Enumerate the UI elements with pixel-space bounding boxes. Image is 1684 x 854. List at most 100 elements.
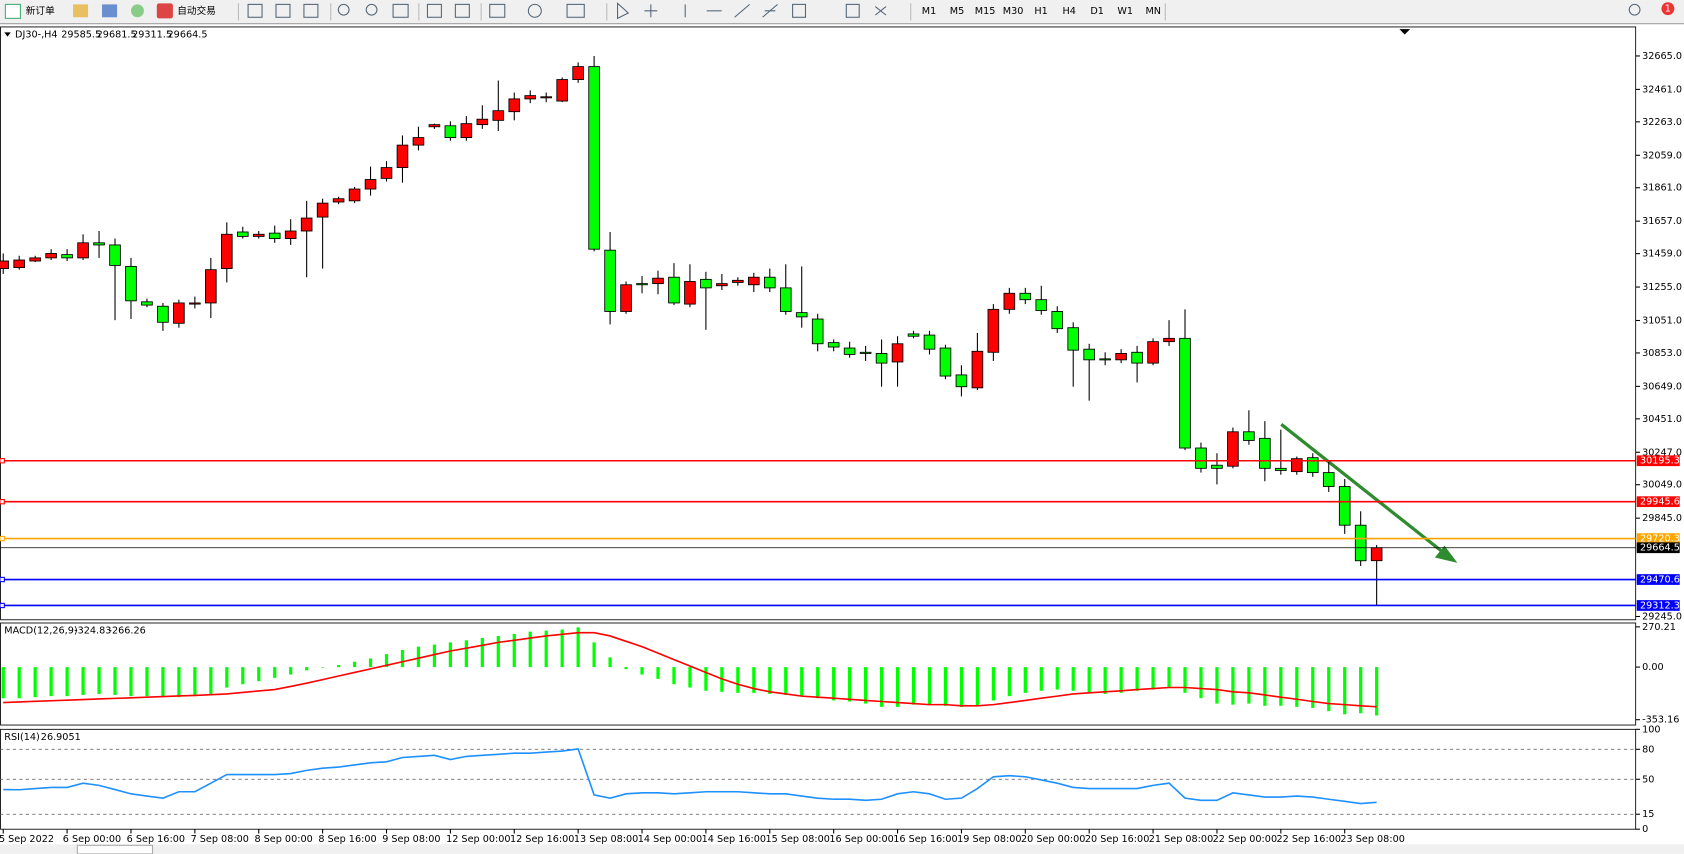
level-handle [0,535,5,542]
macd-bar [1023,667,1027,693]
timeframe-button[interactable]: M1 [922,6,936,17]
bid-tag [1636,542,1680,554]
macd-bar [512,633,516,668]
macd-bar [1199,667,1203,699]
candle-body [1115,353,1127,361]
level-tag [1636,600,1680,611]
macd-bar [640,667,644,675]
macd-bar [177,667,181,698]
macd-bar [384,654,389,668]
timeframe-button[interactable]: M15 [975,6,996,17]
toolbar-separators [237,3,1166,21]
ohlc-label: 29311.5 [132,29,172,40]
timeframe-button[interactable]: M5 [950,6,964,17]
candle-body [348,188,361,202]
level-handle [0,498,5,505]
candle-body [843,347,856,355]
macd-bar [305,667,309,671]
symbol-label: DJ30-,H4 [15,29,58,40]
macd-bar [1135,667,1139,691]
macd-bar [1295,667,1299,707]
tool-icons[interactable] [247,2,1641,20]
macd-bar [544,630,548,668]
timeframe-button[interactable]: MN [1145,6,1161,17]
x-tick-label: 13 Sep 08:00 [574,834,638,845]
macd-bar [624,667,628,670]
macd-bar [257,667,261,682]
level-handle [0,602,5,609]
icon[interactable] [73,4,89,18]
timeframe-button[interactable]: D1 [1090,6,1104,17]
candle-body [923,334,936,350]
x-tick-label: 9 Sep 08:00 [382,834,440,845]
shift-marker [1399,29,1411,35]
x-tick-label: 12 Sep 16:00 [510,834,574,845]
trend-arrow [1280,423,1458,563]
candle-body [428,124,441,128]
timeframe-button[interactable]: M30 [1003,6,1024,17]
candle-body [476,118,489,126]
y-tick-label: 15 [1642,809,1654,820]
macd-bar [1327,667,1331,712]
panel-frame [0,622,1637,726]
macd-bar [209,667,213,694]
macd-bar [704,667,708,691]
x-tick-label: 20 Sep 00:00 [1021,834,1085,845]
x-tick-label: 22 Sep 16:00 [1277,834,1341,845]
candle-body [891,343,904,363]
y-tick-label: 30853.0 [1642,348,1682,359]
macd-bar [193,667,197,697]
candle-body [460,123,473,139]
candle-body [795,312,808,318]
notification-badge[interactable] [1661,2,1675,16]
candle-body [939,347,952,377]
level-label: 29312.3 [1640,600,1680,611]
x-tick-label: 5 Sep 2022 [0,834,54,845]
new-order-icon[interactable] [4,3,21,19]
macd-bar [97,667,101,694]
candle-body [1019,292,1032,301]
x-tick-label: 8 Sep 00:00 [254,834,312,845]
x-tick-label: 19 Sep 08:00 [957,834,1021,845]
button-label[interactable]: 自动交易 [177,5,216,17]
timeframe-button[interactable]: W1 [1117,6,1133,17]
timeframe-button[interactable]: H4 [1062,6,1075,17]
macd-bar [991,667,995,701]
macd-bar [1039,667,1043,691]
ohlc-label: 29585.5 [61,29,101,40]
candle-body [1195,447,1207,469]
y-tick-label: 0.00 [1642,662,1664,673]
candle-body [1338,486,1351,526]
y-tick-label: 30451.0 [1642,414,1682,425]
candle-body [955,374,968,388]
indicator-name: MACD(12,26,9) [4,626,77,637]
y-tick-label: 32263.0 [1642,117,1682,128]
level-label: 29470.6 [1640,575,1680,586]
icon[interactable] [102,4,118,18]
candle-body [444,125,457,139]
candle-body [173,302,185,324]
x-tick-label: 22 Sep 00:00 [1213,834,1277,845]
button-label[interactable]: 新订单 [26,5,55,17]
x-tick-label: 12 Sep 00:00 [446,834,510,845]
tab[interactable] [76,844,154,854]
icon[interactable] [131,4,144,18]
auto-trade-icon[interactable] [156,3,173,19]
x-tick-label: 6 Sep 16:00 [127,834,185,845]
candle-body [508,98,521,113]
macd-bar [1167,667,1171,688]
candle-body [492,110,505,121]
chart-area [0,25,1684,845]
timeframe-button[interactable]: H1 [1034,6,1047,17]
candle-body [1370,547,1383,562]
indicator-name: RSI(14) [4,732,40,743]
macd-bar [1183,667,1187,693]
y-tick-label: 31657.0 [1642,216,1682,227]
candle-body [93,242,105,246]
candle-body [811,318,824,345]
macd-bar [863,667,868,704]
macd-bar [592,642,596,668]
y-tick-label: 50 [1642,774,1654,785]
macd-bar [336,665,341,668]
